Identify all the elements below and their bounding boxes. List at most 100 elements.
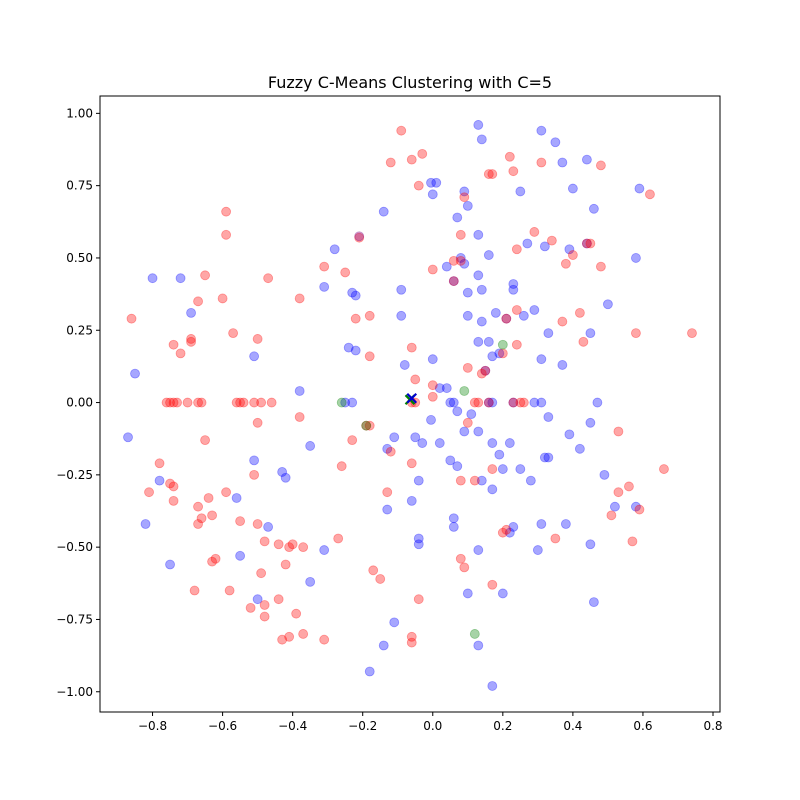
data-point-series-0	[515, 464, 526, 474]
data-point-series-0	[543, 412, 554, 422]
data-point-series-1	[263, 273, 274, 284]
data-point-series-2	[336, 397, 347, 408]
data-point-series-0	[476, 316, 487, 327]
data-point-series-1	[613, 426, 624, 437]
data-point-series-0	[599, 469, 610, 480]
data-point-series-1	[645, 189, 655, 200]
data-point-series-1	[557, 316, 568, 327]
centroids-layer	[404, 392, 418, 405]
data-point-series-1	[406, 637, 417, 648]
data-point-series-0	[585, 539, 596, 550]
data-point-series-0	[382, 504, 393, 515]
data-point-series-1	[165, 478, 175, 489]
data-point-series-1	[245, 602, 256, 613]
data-point-series-0	[536, 354, 547, 365]
data-point-series-1	[203, 493, 214, 503]
data-point-series-0	[130, 368, 140, 379]
data-point-series-0	[483, 336, 494, 347]
data-point-series-0	[426, 177, 436, 188]
data-point-series-1	[280, 559, 291, 570]
data-point-series-0	[557, 360, 568, 370]
data-point-series-0	[459, 186, 470, 197]
data-point-series-0	[427, 189, 438, 200]
data-point-series-1	[186, 336, 196, 347]
data-point-series-0	[462, 287, 473, 298]
data-point-series-1	[550, 533, 561, 544]
data-point-series-1	[273, 594, 284, 605]
data-point-series-1	[238, 397, 249, 408]
data-point-series-1	[172, 397, 182, 408]
data-point-series-0	[473, 270, 484, 281]
data-point-series-0	[564, 244, 575, 255]
data-point-series-0	[165, 559, 175, 570]
data-point-series-0	[396, 284, 407, 295]
data-point-series-0	[445, 397, 456, 408]
data-point-series-1	[200, 435, 210, 446]
data-point-series-0	[441, 261, 452, 272]
data-point-series-0	[508, 279, 519, 289]
data-point-series-1	[427, 264, 438, 275]
data-point-series-1	[207, 556, 217, 567]
data-point-series-0	[417, 438, 428, 448]
data-point-series-0	[441, 383, 452, 393]
data-point-series-0	[350, 345, 361, 356]
data-point-series-0	[473, 426, 484, 437]
data-point-series-1	[182, 397, 193, 408]
data-point-series-1	[207, 510, 217, 521]
data-point-series-1	[193, 296, 203, 307]
data-point-series-1	[480, 365, 491, 376]
data-point-series-1	[385, 446, 396, 457]
data-point-series-1	[168, 495, 179, 506]
data-point-series-0	[340, 397, 351, 408]
data-point-series-0	[426, 415, 436, 425]
data-point-series-1	[340, 267, 351, 278]
data-point-series-0	[476, 284, 487, 295]
data-point-series-1	[417, 148, 428, 159]
chart-title: Fuzzy C-Means Clustering with C=5	[268, 73, 552, 92]
y-tick-label: −0.25	[56, 468, 93, 482]
data-point-series-1	[224, 585, 235, 596]
data-point-series-1	[483, 397, 494, 408]
data-point-series-1	[256, 568, 267, 579]
data-point-series-0	[525, 475, 536, 486]
data-point-series-0	[147, 273, 158, 284]
data-point-series-0	[399, 360, 410, 370]
data-point-series-1	[256, 397, 267, 408]
data-point-series-0	[536, 519, 547, 529]
data-point-series-1	[252, 417, 263, 428]
data-point-series-1	[284, 542, 295, 553]
data-point-series-1	[259, 611, 270, 622]
data-point-series-1	[221, 487, 232, 498]
data-point-series-0	[413, 475, 424, 486]
data-point-series-1	[165, 397, 175, 408]
data-point-series-1	[266, 397, 277, 408]
data-point-series-1	[567, 250, 578, 260]
data-point-series-1	[578, 336, 589, 347]
data-point-series-1	[410, 374, 421, 385]
data-point-series-0	[476, 475, 487, 486]
y-tick-label: −0.75	[56, 612, 93, 626]
data-point-series-1	[546, 235, 557, 246]
data-point-series-1	[585, 238, 596, 249]
data-point-series-0	[452, 406, 463, 417]
data-point-series-1	[427, 380, 438, 391]
data-point-series-1	[406, 154, 417, 165]
data-point-series-1	[259, 536, 270, 547]
data-point-series-0	[592, 397, 603, 408]
data-point-series-0	[543, 452, 554, 463]
data-point-series-0	[550, 137, 561, 148]
data-point-series-0	[175, 273, 186, 284]
data-point-series-0	[140, 519, 151, 529]
data-point-series-0	[473, 229, 484, 240]
data-point-series-0	[487, 351, 498, 362]
data-point-series-1	[196, 513, 207, 524]
axes-frame	[99, 95, 721, 713]
data-point-series-2	[459, 386, 470, 396]
data-point-series-0	[410, 432, 421, 443]
data-point-series-0	[448, 522, 459, 532]
data-point-series-0	[522, 238, 533, 249]
data-point-series-0	[364, 666, 375, 677]
data-point-series-0	[473, 120, 484, 130]
data-point-series-1	[455, 475, 466, 486]
data-point-series-1	[413, 180, 424, 191]
